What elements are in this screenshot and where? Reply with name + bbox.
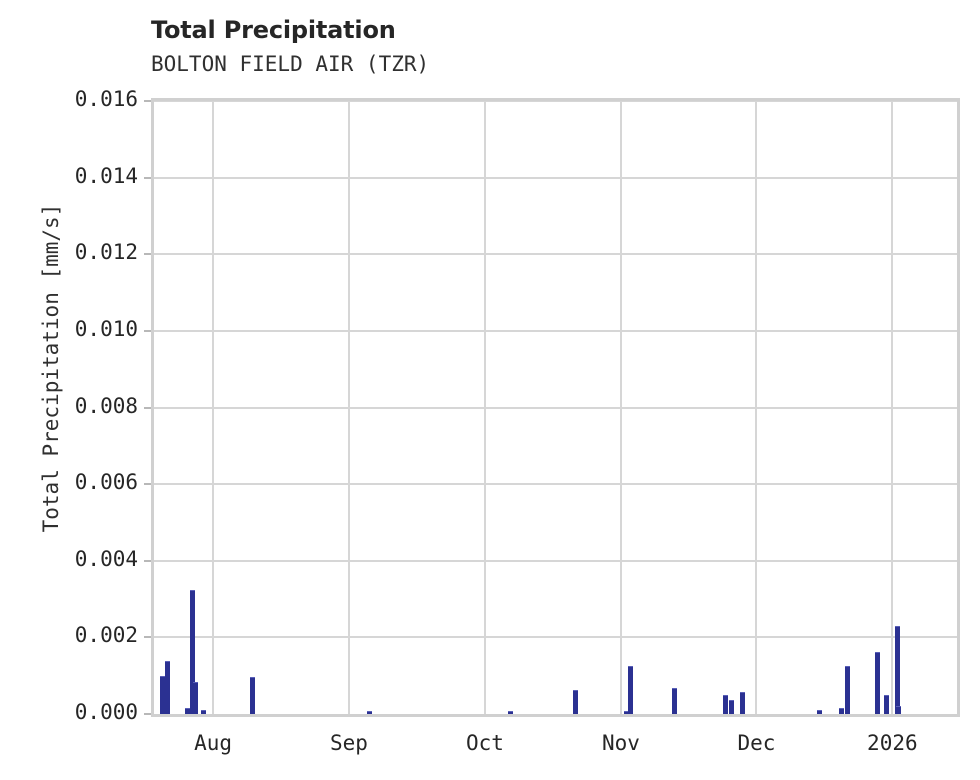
y-tick-label: 0.006 (74, 470, 138, 495)
y-gridline (154, 253, 957, 256)
bar (723, 694, 728, 714)
y-gridline (154, 636, 957, 639)
x-gridline (347, 101, 350, 714)
bar (817, 709, 822, 714)
y-tick-mark (144, 483, 151, 486)
y-gridline (154, 559, 957, 562)
y-gridline (154, 329, 957, 332)
bar (160, 675, 165, 714)
y-tick-mark (144, 329, 151, 332)
y-tick-label: 0.008 (74, 393, 138, 418)
y-tick-label: 0.014 (74, 163, 138, 188)
y-tick-mark (144, 406, 151, 409)
bar (367, 710, 372, 714)
y-tick-mark (144, 636, 151, 639)
x-tick-label: Aug (194, 731, 233, 755)
bar (895, 626, 900, 714)
x-gridline (212, 101, 215, 714)
bar (672, 688, 677, 714)
bar (508, 710, 513, 714)
bar (573, 690, 578, 714)
y-gridline (154, 483, 957, 486)
y-tick-label: 0.000 (74, 700, 138, 724)
page-title: Total Precipitation (151, 16, 396, 44)
x-tick-label: 2026 (867, 731, 918, 755)
y-tick-label: 0.002 (74, 623, 138, 648)
x-tick-label: Nov (601, 731, 640, 755)
x-tick-label: Dec (737, 731, 776, 755)
bar (839, 707, 844, 714)
x-gridline (755, 101, 758, 714)
bar (193, 681, 198, 714)
bar (185, 708, 190, 714)
bar (740, 691, 745, 714)
y-gridline (154, 176, 957, 179)
x-tick-label: Sep (329, 731, 368, 755)
y-tick-label: 0.012 (74, 240, 138, 265)
bar (165, 660, 170, 714)
x-gridline (891, 101, 894, 714)
bar (729, 699, 734, 714)
y-tick-label: 0.010 (74, 316, 138, 341)
plot-inner (154, 101, 957, 714)
y-tick-mark (144, 100, 151, 102)
bar (884, 694, 889, 714)
y-tick-mark (144, 253, 151, 256)
y-gridline (154, 101, 957, 102)
bar (628, 666, 633, 714)
plot-area (151, 98, 960, 717)
bar (624, 711, 629, 714)
x-gridline (619, 101, 622, 714)
bar (190, 590, 195, 714)
y-tick-mark (144, 713, 151, 715)
bar (845, 666, 850, 714)
y-gridline (154, 406, 957, 409)
y-axis-label: Total Precipitation [mm/s] (39, 203, 63, 533)
bar (201, 709, 206, 714)
bar (250, 677, 255, 714)
x-gridline (483, 101, 486, 714)
y-tick-mark (144, 559, 151, 562)
bar (875, 652, 880, 714)
y-tick-mark (144, 176, 151, 179)
y-tick-label: 0.004 (74, 546, 138, 571)
x-tick-label: Oct (465, 731, 504, 755)
y-tick-label: 0.016 (74, 87, 138, 111)
bar (896, 706, 901, 714)
chart-subtitle: BOLTON FIELD AIR (TZR) (151, 52, 430, 76)
